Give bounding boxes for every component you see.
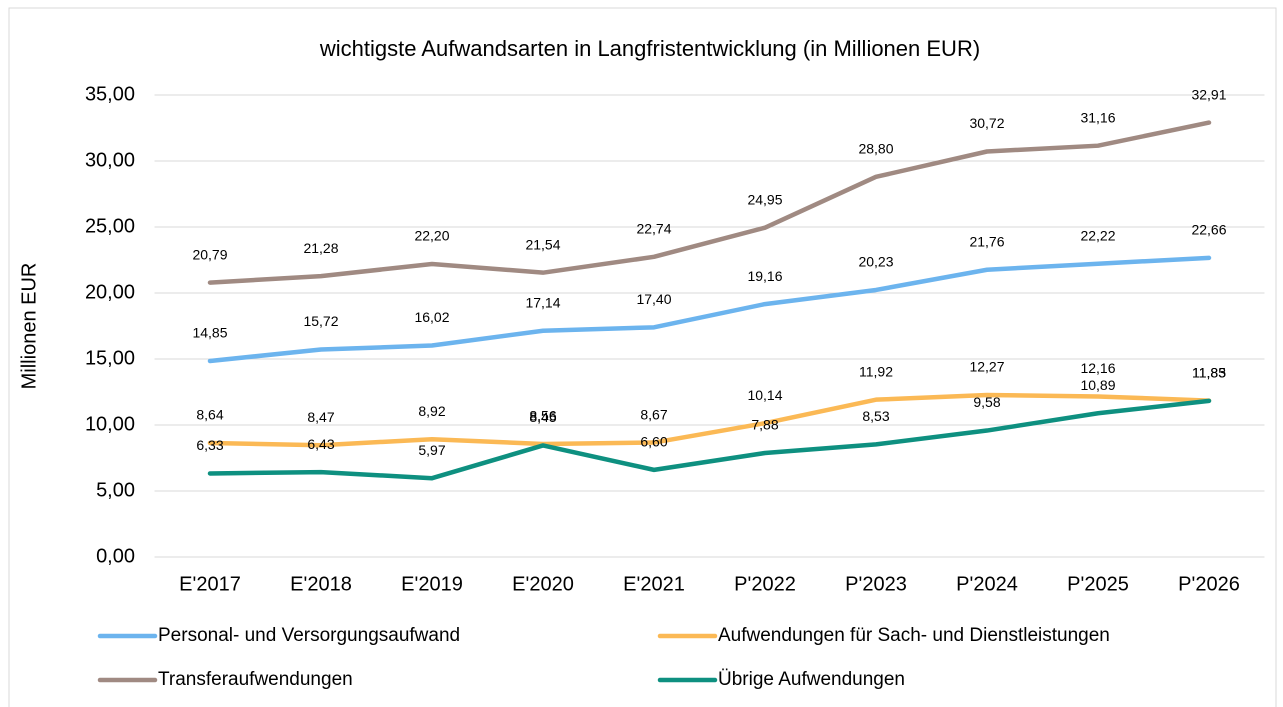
data-label: 8,92 [418,403,445,419]
legend-label: Personal- und Versorgungsaufwand [158,625,460,646]
x-tick-label: P'2024 [956,573,1018,595]
data-label: 22,22 [1080,227,1115,243]
data-label: 11,92 [859,363,893,379]
data-label: 19,16 [747,268,782,284]
data-label: 17,14 [525,294,560,310]
data-label: 12,27 [969,359,1004,375]
data-label: 21,54 [525,236,560,252]
y-tick-label: 10,00 [85,413,135,435]
data-label: 31,16 [1080,109,1115,125]
data-label: 32,91 [1191,86,1226,102]
x-tick-label: E'2018 [290,573,352,595]
y-tick-label: 30,00 [85,149,135,171]
data-label: 20,23 [858,254,893,270]
x-tick-label: P'2023 [845,573,907,595]
data-label: 14,85 [192,325,227,341]
x-tick-label: P'2025 [1067,573,1129,595]
data-label: 9,58 [973,394,1000,410]
y-tick-label: 35,00 [85,83,135,105]
data-label: 5,97 [418,442,445,458]
x-tick-label: E'2021 [623,573,685,595]
data-label: 8,67 [640,406,667,422]
series-line [207,255,1212,364]
y-tick-label: 20,00 [85,281,135,303]
x-tick-label: P'2026 [1178,573,1240,595]
data-label: 10,89 [1080,377,1115,393]
y-tick-label: 25,00 [85,215,135,237]
data-label: 8,64 [196,407,223,423]
data-label: 22,20 [414,228,449,244]
chart-frame [8,7,1277,707]
data-label: 22,74 [636,221,671,237]
series-line [207,120,1212,285]
data-label: 15,72 [303,313,338,329]
x-tick-label: E'2019 [401,573,463,595]
x-tick-label: P'2022 [734,573,796,595]
y-tick-label: 0,00 [96,545,135,567]
data-label: 6,33 [196,437,223,453]
y-tick-label: 15,00 [85,347,135,369]
data-label: 8,56 [529,408,556,424]
data-label: 11,85 [1192,364,1226,380]
data-label: 20,79 [192,246,227,262]
data-label: 17,40 [636,291,671,307]
series-line [207,398,1212,481]
data-label: 12,16 [1080,360,1115,376]
data-label: 28,80 [858,141,893,157]
data-label: 16,02 [414,309,449,325]
data-label: 6,60 [640,434,667,450]
data-label: 10,14 [747,387,782,403]
x-tick-label: E'2017 [179,573,241,595]
legend-label: Transferaufwendungen [158,669,353,690]
data-label: 7,88 [751,417,778,433]
series-line [207,392,1212,448]
x-tick-label: E'2020 [512,573,574,595]
data-label: 22,66 [1191,222,1226,238]
data-label: 30,72 [969,115,1004,131]
data-label: 21,28 [303,240,338,256]
data-label: 21,76 [969,233,1004,249]
y-axis-label: Millionen EUR [18,263,40,390]
data-label: 11,83 [1192,365,1226,381]
chart-title: wichtigste Aufwandsarten in Langfristent… [319,36,980,61]
y-tick-label: 5,00 [96,479,135,501]
data-label: 8,45 [529,409,556,425]
legend-label: Übrige Aufwendungen [718,669,905,690]
data-label: 8,47 [307,409,334,425]
data-label: 8,53 [862,408,889,424]
data-label: 24,95 [747,191,782,207]
data-label: 6,43 [307,436,334,452]
legend-label: Aufwendungen für Sach- und Dienstleistun… [718,625,1110,646]
